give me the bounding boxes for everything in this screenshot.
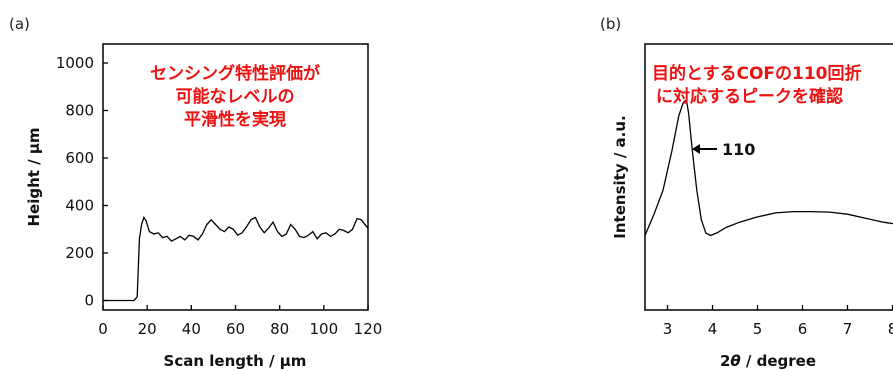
panel-b-xtick-label: 3 [663,320,673,338]
panel-a-annotation-line-3: 平滑性を実現 [184,109,286,130]
panel-b-xtick-label: 4 [708,320,718,338]
panel-b-x-ticks: 3 4 5 6 7 8 [663,305,893,338]
panel-a-xlabel: Scan length / µm [164,352,307,370]
panel-a-y-ticks: 0 200 400 600 800 1000 [56,54,108,310]
peak-label: 110 [722,140,755,159]
panel-a: (a) 0 200 400 600 800 1000 0 20 40 60 80 100 120 He… [9,15,382,370]
panel-a-ytick-label: 1000 [56,54,94,72]
panel-a-ytick-label: 400 [65,197,94,215]
panel-b-xtick-label: 5 [753,320,763,338]
panel-a-xtick-label: 120 [354,320,383,338]
panel-a-xtick-label: 20 [138,320,157,338]
panel-b-xtick-label: 7 [843,320,853,338]
panel-b-frame [644,43,893,311]
panel-a-label: (a) [9,15,30,33]
panel-b-ylabel: Intensity / a.u. [611,115,629,238]
panel-a-ylabel: Height / µm [25,127,43,226]
panel-a-xtick-label: 100 [310,320,339,338]
panel-a-xtick-label: 0 [98,320,108,338]
peak-arrow [692,144,717,154]
panel-a-ytick-label: 600 [65,149,94,167]
panel-a-ytick-label: 0 [84,292,94,310]
panel-a-annotation-line-2: 可能なレベルの [176,86,295,107]
panel-b-series-line [644,98,893,237]
panel-a-xtick-label: 80 [270,320,289,338]
panel-b-annotation-line-2: に対応するピークを確認 [656,86,843,107]
panel-a-series-line [103,215,369,302]
panel-b-annotation-line-1: 目的とするCOFの110回折 [652,63,862,84]
panel-a-annotation-line-1: センシング特性評価が [150,63,320,84]
panel-a-ytick-label: 800 [65,102,94,120]
panel-b-label: (b) [600,15,621,33]
panel-a-xtick-label: 60 [226,320,245,338]
panel-b-xlabel: 2θ / degree [720,352,816,370]
panel-a-x-ticks: 0 20 40 60 80 100 120 [98,305,382,338]
panel-a-ytick-label: 200 [65,244,94,262]
panel-b-xtick-label: 8 [888,320,893,338]
panel-a-xtick-label: 40 [182,320,201,338]
panel-b-xtick-label: 6 [798,320,808,338]
